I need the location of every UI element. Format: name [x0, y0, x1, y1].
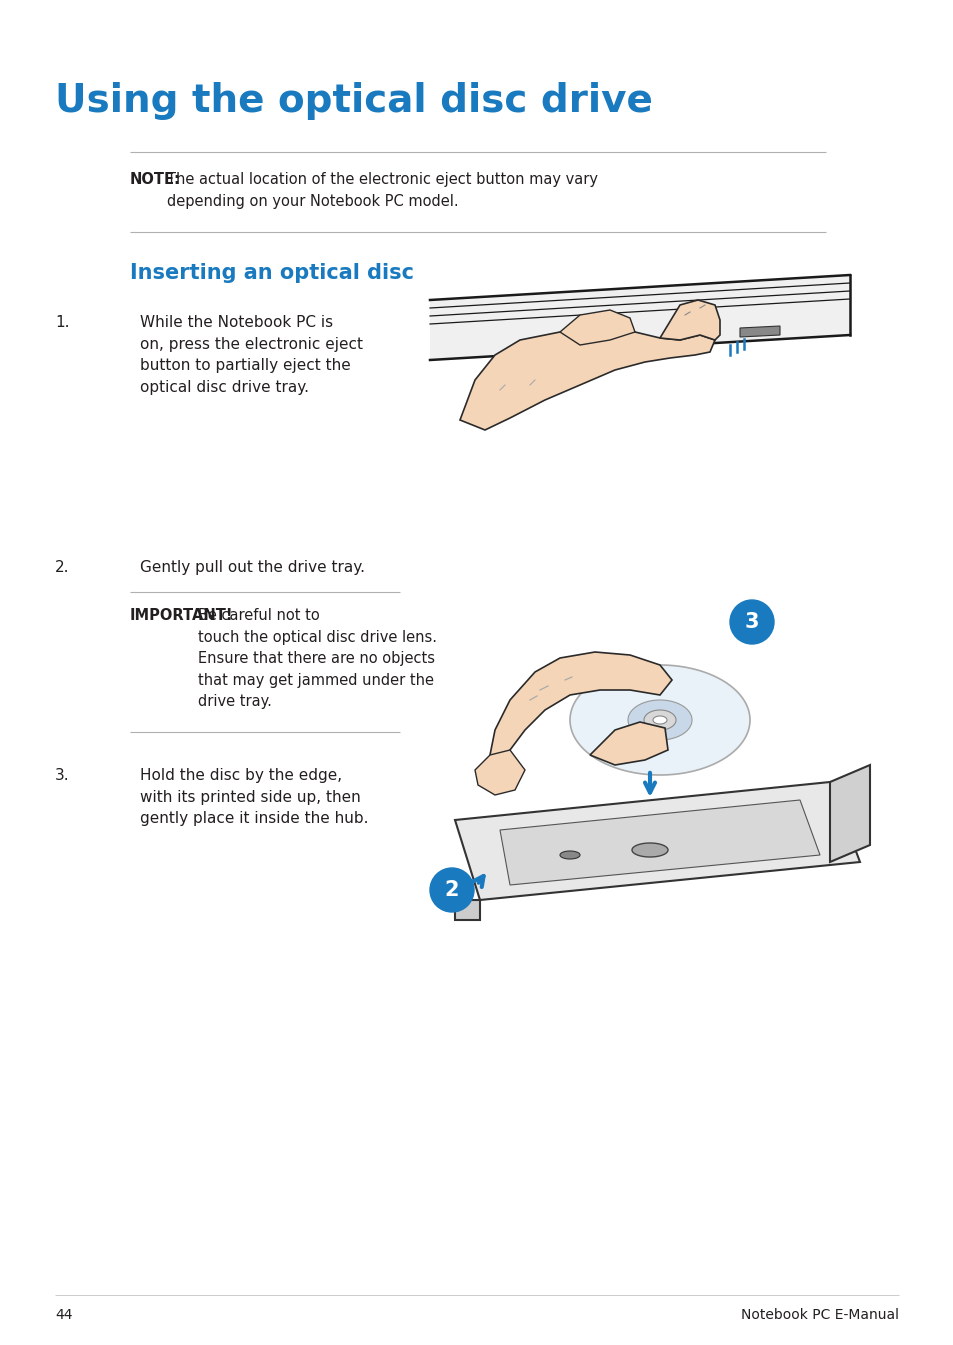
- Text: 2.: 2.: [55, 560, 70, 576]
- Polygon shape: [659, 300, 720, 340]
- Polygon shape: [475, 751, 524, 795]
- Text: Hold the disc by the edge,
with its printed side up, then
gently place it inside: Hold the disc by the edge, with its prin…: [140, 768, 368, 826]
- Polygon shape: [459, 330, 714, 430]
- Text: Inserting an optical disc: Inserting an optical disc: [130, 264, 414, 282]
- Text: Gently pull out the drive tray.: Gently pull out the drive tray.: [140, 560, 365, 576]
- Circle shape: [729, 600, 773, 644]
- Polygon shape: [559, 851, 579, 859]
- Text: Using the optical disc drive: Using the optical disc drive: [55, 82, 652, 120]
- Text: 44: 44: [55, 1307, 72, 1322]
- Polygon shape: [490, 652, 671, 760]
- Polygon shape: [430, 274, 849, 360]
- Polygon shape: [455, 781, 859, 900]
- Polygon shape: [589, 722, 667, 765]
- Text: 2: 2: [444, 880, 458, 900]
- Polygon shape: [631, 843, 667, 857]
- Polygon shape: [455, 900, 479, 920]
- Polygon shape: [652, 716, 666, 724]
- Text: 3.: 3.: [55, 768, 70, 783]
- Text: 1.: 1.: [55, 315, 70, 330]
- Text: NOTE:: NOTE:: [130, 172, 181, 187]
- Polygon shape: [627, 699, 691, 740]
- Text: Be careful not to
touch the optical disc drive lens.
Ensure that there are no ob: Be careful not to touch the optical disc…: [198, 608, 436, 709]
- Polygon shape: [829, 765, 869, 862]
- Text: Notebook PC E-Manual: Notebook PC E-Manual: [740, 1307, 898, 1322]
- Text: 3: 3: [744, 612, 759, 632]
- Polygon shape: [643, 710, 676, 730]
- Text: While the Notebook PC is
on, press the electronic eject
button to partially ejec: While the Notebook PC is on, press the e…: [140, 315, 363, 395]
- Polygon shape: [499, 800, 820, 885]
- Circle shape: [430, 868, 474, 912]
- Polygon shape: [569, 664, 749, 775]
- Text: The actual location of the electronic eject button may vary
depending on your No: The actual location of the electronic ej…: [167, 172, 598, 208]
- Polygon shape: [740, 325, 780, 338]
- Text: IMPORTANT!: IMPORTANT!: [130, 608, 233, 623]
- Polygon shape: [559, 309, 635, 346]
